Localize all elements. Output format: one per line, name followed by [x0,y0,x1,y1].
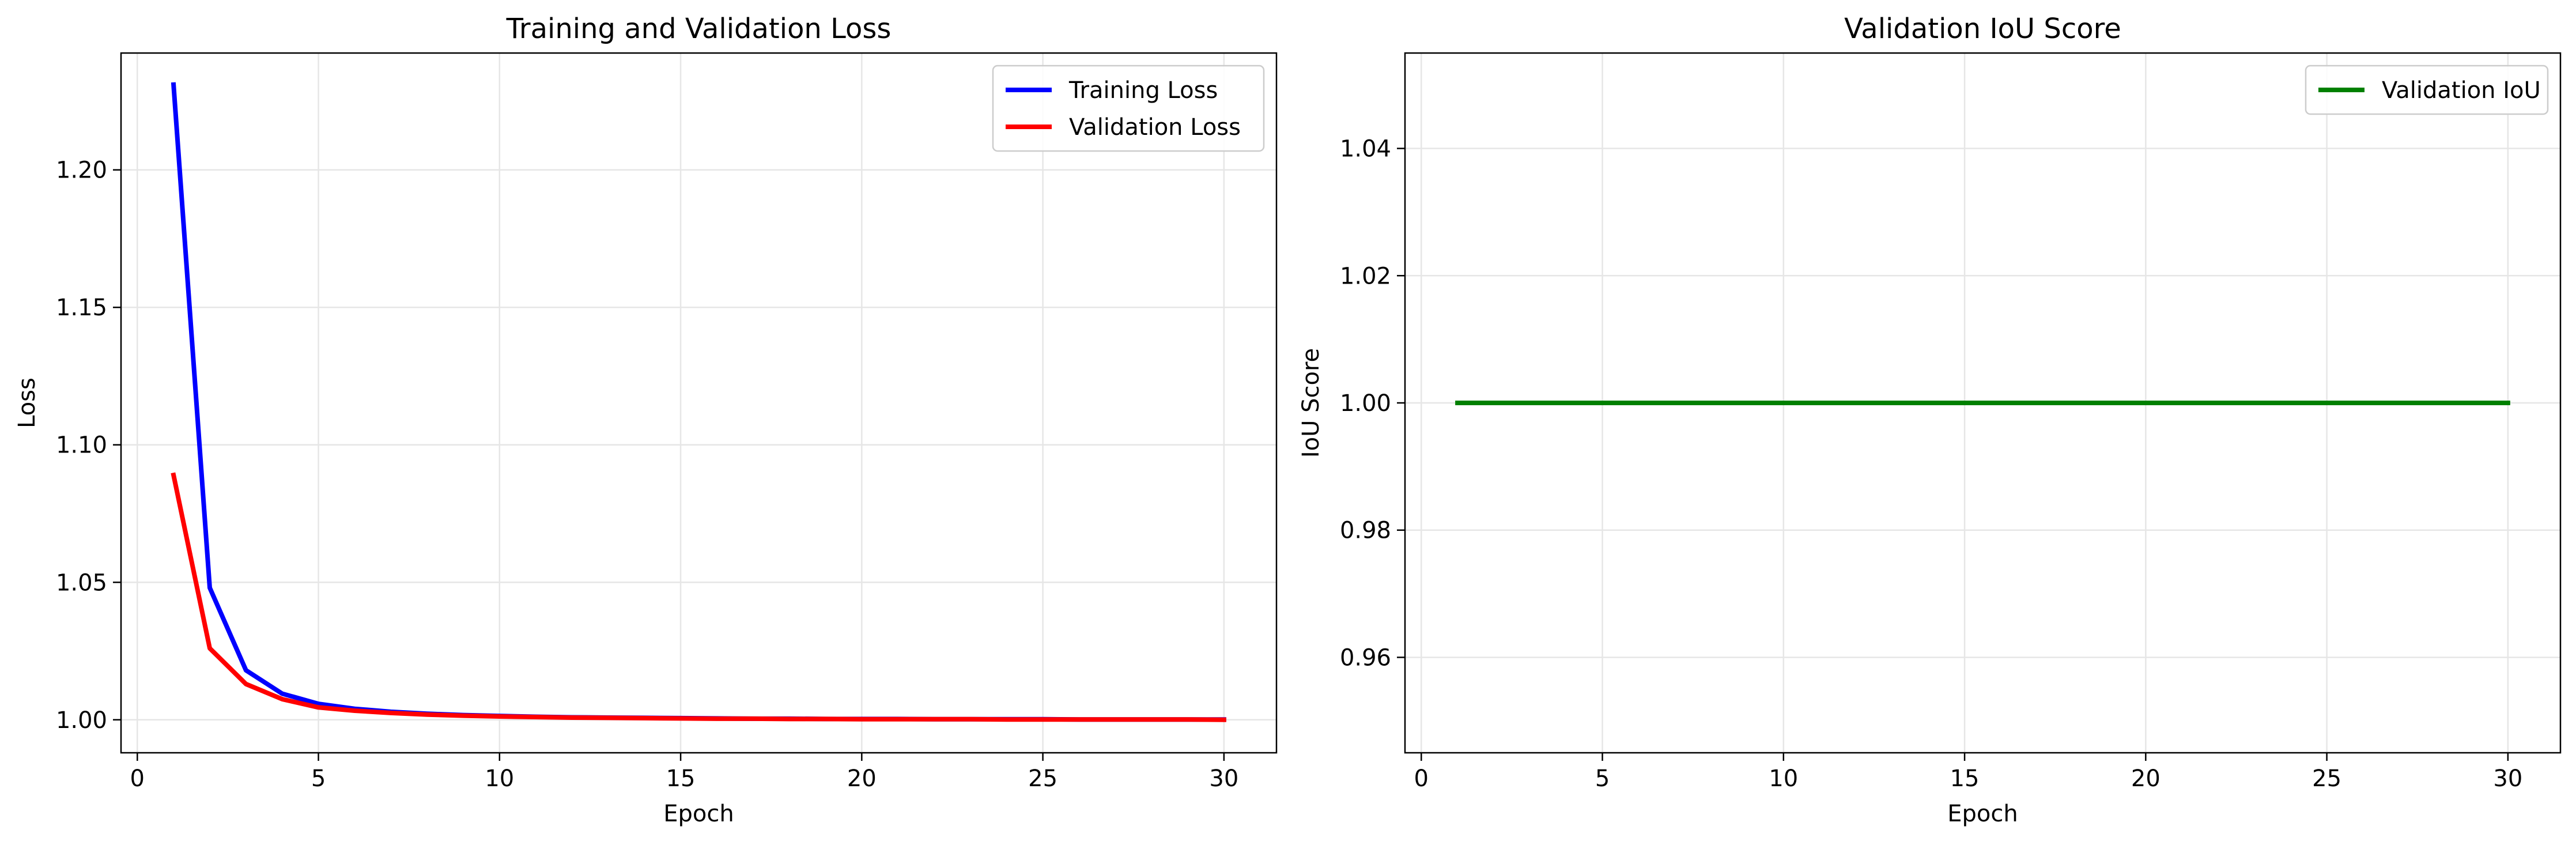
chart-2: 0 5 10 15 20 25 30 0.96 0.98 1.00 1.02 1.04 Epoch IoU… [1298,13,2562,827]
legend-box [2305,65,2549,115]
chart-1: 0 5 10 15 20 25 30 1.00 1.05 1.10 1.15 1.20 Epoch Los… [14,13,1278,827]
y-tick-label: 0.98 [1340,518,1391,544]
legend: Training Loss Validation Loss [992,65,1265,152]
legend: Validation IoU [2305,65,2549,115]
x-tick-label: 30 [1209,765,1238,792]
x-tick-label: 30 [2493,765,2522,792]
legend-label-2: Validation Loss [1069,114,1241,141]
y-tick-label: 1.00 [1340,390,1391,417]
plot-frame [120,52,1278,754]
series-line-2 [171,472,1226,722]
chart-title: Training and Validation Loss [506,13,892,45]
chart-title: Validation IoU Score [1844,13,2121,45]
y-tick-label: 0.96 [1340,644,1391,671]
y-tick-label: 1.15 [56,295,107,321]
x-tick-label: 5 [1595,765,1610,792]
y-axis-label: IoU Score [1298,348,1324,458]
y-axis-label: Loss [14,378,40,428]
x-tick-label: 25 [2312,765,2341,792]
series-line-1 [171,82,1226,722]
x-tick-label: 25 [1028,765,1057,792]
x-tick-label: 0 [1414,765,1429,792]
x-tick-label: 0 [130,765,145,792]
x-tick-label: 15 [666,765,696,792]
y-tick-label: 1.00 [56,707,107,734]
legend-label-1: Training Loss [1068,77,1218,104]
x-tick-label: 10 [1769,765,1798,792]
y-tick-label: 1.04 [1340,136,1391,163]
y-tick-label: 1.10 [56,432,107,459]
y-tick-label: 1.05 [56,569,107,596]
x-tick-label: 20 [2131,765,2160,792]
x-axis-label: Epoch [663,801,734,827]
x-tick-label: 15 [1950,765,1980,792]
x-tick-label: 5 [311,765,326,792]
x-axis-label: Epoch [1947,801,2018,827]
y-tick-label: 1.02 [1340,263,1391,289]
y-tick-label: 1.20 [56,157,107,184]
x-tick-label: 20 [847,765,877,792]
legend-label-1: Validation IoU [2382,77,2541,104]
legend-box [992,65,1265,152]
x-tick-label: 10 [485,765,514,792]
